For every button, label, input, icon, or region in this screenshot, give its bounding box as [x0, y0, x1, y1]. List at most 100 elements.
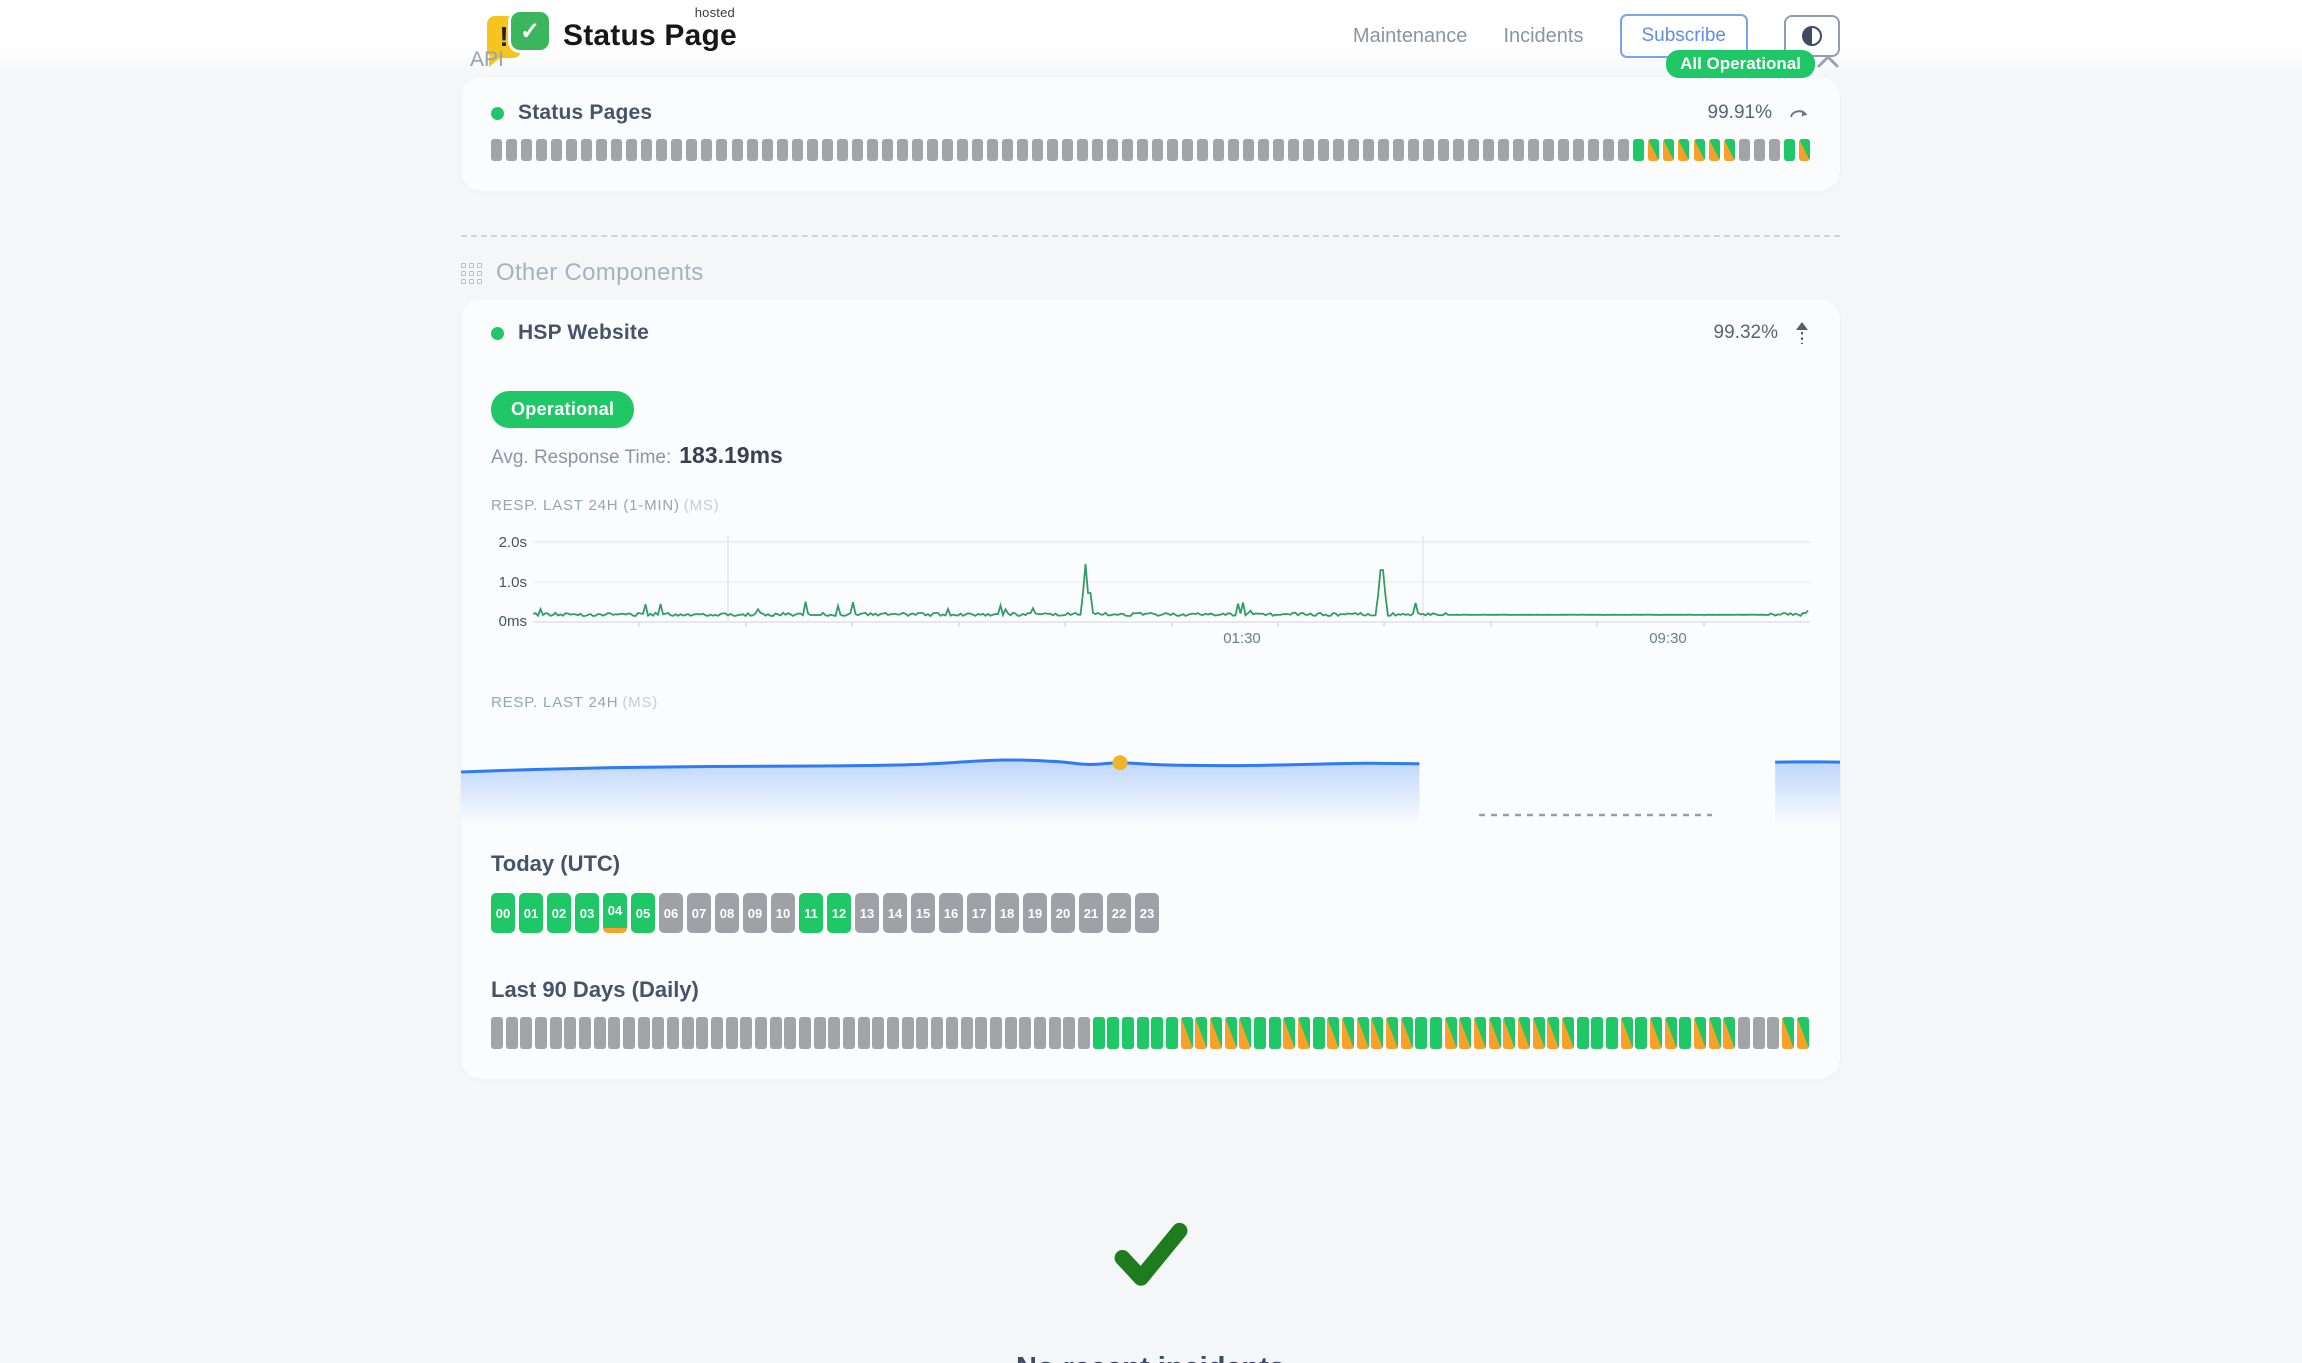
hour-box[interactable]: 09: [743, 893, 767, 933]
uptime-bar[interactable]: [716, 139, 728, 161]
hour-box[interactable]: 03: [575, 893, 599, 933]
uptime-bar[interactable]: [746, 139, 758, 161]
uptime-bar[interactable]: [506, 139, 518, 161]
day-bar[interactable]: [1620, 1017, 1633, 1049]
day-bar[interactable]: [1327, 1017, 1340, 1049]
day-bar[interactable]: [1253, 1017, 1266, 1049]
day-bar[interactable]: [945, 1017, 958, 1049]
day-bar[interactable]: [1400, 1017, 1413, 1049]
uptime-bar[interactable]: [1242, 139, 1254, 161]
hour-box[interactable]: 12: [827, 893, 851, 933]
uptime-bar[interactable]: [1768, 139, 1780, 161]
uptime-bar[interactable]: [836, 139, 848, 161]
uptime-bar[interactable]: [956, 139, 968, 161]
uptime-bar[interactable]: [1362, 139, 1374, 161]
day-bar[interactable]: [1532, 1017, 1545, 1049]
day-bar[interactable]: [1444, 1017, 1457, 1049]
day-bar[interactable]: [1488, 1017, 1501, 1049]
day-bar[interactable]: [857, 1017, 870, 1049]
uptime-bar[interactable]: [1317, 139, 1329, 161]
uptime-bar[interactable]: [1047, 139, 1059, 161]
hour-box[interactable]: 23: [1135, 893, 1159, 933]
uptime-bar[interactable]: [1002, 139, 1014, 161]
day-bar[interactable]: [1562, 1017, 1575, 1049]
day-bar[interactable]: [1019, 1017, 1032, 1049]
day-bar[interactable]: [1738, 1017, 1751, 1049]
day-bar[interactable]: [1239, 1017, 1252, 1049]
uptime-bar[interactable]: [1753, 139, 1765, 161]
hour-box[interactable]: 02: [547, 893, 571, 933]
day-bar[interactable]: [1004, 1017, 1017, 1049]
day-bar[interactable]: [725, 1017, 738, 1049]
uptime-bar[interactable]: [1588, 139, 1600, 161]
day-bar[interactable]: [1107, 1017, 1120, 1049]
hour-box[interactable]: 19: [1023, 893, 1047, 933]
uptime-bar[interactable]: [911, 139, 923, 161]
refresh-icon[interactable]: [1788, 104, 1810, 122]
uptime-bar[interactable]: [926, 139, 938, 161]
uptime-bar[interactable]: [1302, 139, 1314, 161]
day-bar[interactable]: [1033, 1017, 1046, 1049]
uptime-bar[interactable]: [686, 139, 698, 161]
day-bar[interactable]: [843, 1017, 856, 1049]
day-bar[interactable]: [1518, 1017, 1531, 1049]
day-bar[interactable]: [1723, 1017, 1736, 1049]
nav-maintenance[interactable]: Maintenance: [1352, 24, 1468, 47]
day-bar[interactable]: [799, 1017, 812, 1049]
uptime-bar[interactable]: [701, 139, 713, 161]
day-bar[interactable]: [740, 1017, 753, 1049]
day-bar[interactable]: [813, 1017, 826, 1049]
day-bar[interactable]: [1077, 1017, 1090, 1049]
uptime-bar[interactable]: [1453, 139, 1464, 161]
day-bar[interactable]: [1341, 1017, 1354, 1049]
uptime-bar[interactable]: [1392, 139, 1404, 161]
day-bar[interactable]: [1782, 1017, 1795, 1049]
uptime-bar[interactable]: [761, 139, 773, 161]
day-bar[interactable]: [520, 1017, 533, 1049]
uptime-bar[interactable]: [1347, 139, 1359, 161]
day-bar[interactable]: [931, 1017, 944, 1049]
uptime-bar[interactable]: [1543, 139, 1555, 161]
uptime-bar[interactable]: [1528, 139, 1540, 161]
day-bar[interactable]: [1092, 1017, 1105, 1049]
uptime-bar[interactable]: [821, 139, 833, 161]
hour-box[interactable]: 11: [799, 893, 823, 933]
hour-box[interactable]: 05: [631, 893, 655, 933]
day-bar[interactable]: [564, 1017, 577, 1049]
uptime-bar[interactable]: [881, 139, 893, 161]
day-bar[interactable]: [1224, 1017, 1237, 1049]
uptime-bar[interactable]: [1498, 139, 1510, 161]
uptime-bar[interactable]: [1723, 139, 1735, 161]
uptime-bar[interactable]: [1227, 139, 1239, 161]
day-bar[interactable]: [901, 1017, 914, 1049]
hour-box[interactable]: 22: [1107, 893, 1131, 933]
uptime-bar[interactable]: [1212, 139, 1224, 161]
day-bar[interactable]: [1312, 1017, 1325, 1049]
hour-box[interactable]: 21: [1079, 893, 1103, 933]
day-bar[interactable]: [549, 1017, 562, 1049]
uptime-bar[interactable]: [611, 139, 623, 161]
day-bar[interactable]: [1664, 1017, 1677, 1049]
uptime-bar[interactable]: [596, 139, 608, 161]
day-bar[interactable]: [1635, 1017, 1648, 1049]
day-bar[interactable]: [1752, 1017, 1765, 1049]
overall-status-badge[interactable]: All Operational: [1666, 50, 1815, 78]
uptime-bar[interactable]: [806, 139, 818, 161]
uptime-bar[interactable]: [1678, 139, 1690, 161]
uptime-bar[interactable]: [536, 139, 548, 161]
uptime-bar[interactable]: [941, 139, 953, 161]
uptime-bar[interactable]: [1633, 139, 1645, 161]
day-bar[interactable]: [1180, 1017, 1193, 1049]
day-bar[interactable]: [535, 1017, 548, 1049]
day-bar[interactable]: [637, 1017, 650, 1049]
day-bar[interactable]: [784, 1017, 797, 1049]
day-bar[interactable]: [505, 1017, 518, 1049]
day-bar[interactable]: [623, 1017, 636, 1049]
day-bar[interactable]: [1474, 1017, 1487, 1049]
day-bar[interactable]: [1121, 1017, 1134, 1049]
day-bar[interactable]: [1767, 1017, 1780, 1049]
hour-box[interactable]: 20: [1051, 893, 1075, 933]
day-bar[interactable]: [1136, 1017, 1149, 1049]
uptime-bar[interactable]: [1272, 139, 1284, 161]
uptime-bar[interactable]: [1603, 139, 1615, 161]
